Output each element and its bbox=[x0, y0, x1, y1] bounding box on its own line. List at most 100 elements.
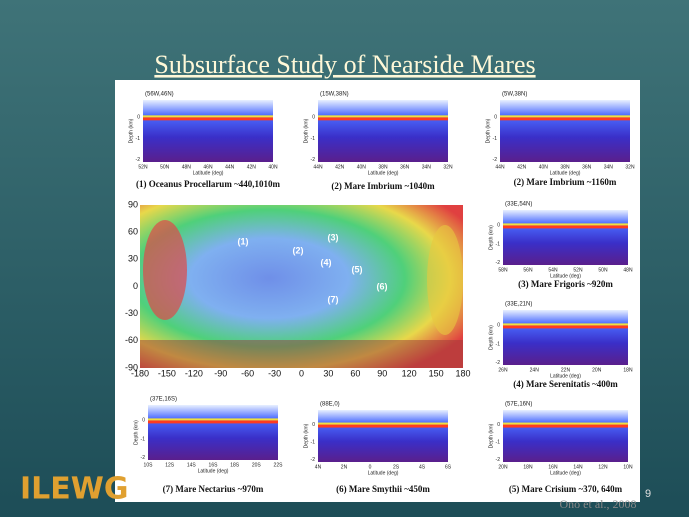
map-region-label: (3) bbox=[328, 232, 339, 242]
y-tick-label: -2 bbox=[311, 157, 316, 163]
radargram bbox=[503, 410, 628, 462]
coord-label: (57E,16N) bbox=[505, 402, 532, 408]
x-tick-label: 2S bbox=[393, 464, 400, 470]
map-y-tick-label: -90 bbox=[125, 362, 138, 372]
map-highlands bbox=[427, 225, 463, 335]
x-tick-label: 4N bbox=[315, 464, 322, 470]
y-tick-label: 0 bbox=[494, 115, 497, 121]
x-axis-label: Latitude (deg) bbox=[550, 273, 581, 279]
y-axis-label: Depth (km) bbox=[303, 118, 309, 143]
y-tick-label: -2 bbox=[311, 457, 316, 463]
x-axis-label: Latitude (deg) bbox=[368, 170, 399, 176]
x-tick-label: 2N bbox=[341, 464, 348, 470]
panel-caption: (5) Mare Crisium ~370, 640m bbox=[509, 484, 623, 494]
map-x-tick-label: -180 bbox=[131, 368, 149, 378]
radargram bbox=[318, 100, 448, 162]
y-tick-label: 0 bbox=[312, 115, 315, 121]
panel-caption: (2) Mare Imbrium ~1040m bbox=[331, 181, 435, 191]
x-tick-label: 22N bbox=[561, 367, 571, 373]
map-x-tick-label: -90 bbox=[214, 368, 227, 378]
x-tick-label: 52N bbox=[573, 267, 583, 273]
surface-echo bbox=[503, 422, 628, 425]
x-tick-label: 42N bbox=[517, 164, 527, 170]
x-tick-label: 50N bbox=[160, 164, 170, 170]
surface-echo bbox=[143, 117, 273, 121]
map-x-tick-label: 0 bbox=[299, 368, 304, 378]
x-tick-label: 50N bbox=[598, 267, 608, 273]
surface-echo bbox=[500, 115, 630, 118]
x-tick-label: 20S bbox=[252, 462, 262, 468]
map-x-tick-label: 180 bbox=[455, 368, 470, 378]
map-y-tick-label: 0 bbox=[133, 281, 138, 291]
x-tick-label: 58N bbox=[498, 267, 508, 273]
panel-caption: (3) Mare Frigoris ~920m bbox=[518, 279, 613, 289]
map-region-label: (7) bbox=[328, 294, 339, 304]
panel-caption: (6) Mare Smythii ~450m bbox=[336, 484, 430, 494]
map-x-tick-label: -60 bbox=[241, 368, 254, 378]
x-tick-label: 16S bbox=[209, 462, 219, 468]
x-tick-label: 12N bbox=[598, 464, 608, 470]
map-region-label: (4) bbox=[321, 257, 332, 267]
x-tick-label: 24N bbox=[530, 367, 540, 373]
map-south bbox=[140, 340, 463, 368]
radargram bbox=[318, 410, 448, 462]
map-x-tick-label: -30 bbox=[268, 368, 281, 378]
y-axis-label: Depth (km) bbox=[488, 423, 494, 448]
map-x-tick-label: 60 bbox=[350, 368, 360, 378]
y-tick-label: -1 bbox=[136, 136, 141, 142]
x-tick-label: 12S bbox=[165, 462, 175, 468]
x-tick-label: 42N bbox=[247, 164, 257, 170]
surface-echo bbox=[503, 323, 628, 326]
x-tick-label: 18N bbox=[523, 464, 533, 470]
x-tick-label: 38N bbox=[378, 164, 388, 170]
y-axis-label: Depth (km) bbox=[485, 118, 491, 143]
x-tick-label: 34N bbox=[604, 164, 614, 170]
surface-echo bbox=[318, 422, 448, 425]
y-axis-label: Depth (km) bbox=[488, 225, 494, 250]
coord-label: (88E,0) bbox=[320, 402, 340, 408]
map-x-tick-label: 90 bbox=[377, 368, 387, 378]
x-tick-label: 42N bbox=[335, 164, 345, 170]
y-axis-label: Depth (km) bbox=[133, 420, 139, 445]
x-tick-label: 38N bbox=[560, 164, 570, 170]
y-tick-label: -2 bbox=[136, 157, 141, 163]
x-tick-label: 44N bbox=[313, 164, 323, 170]
x-tick-label: 46N bbox=[203, 164, 213, 170]
radargram bbox=[148, 405, 278, 460]
y-tick-label: -1 bbox=[311, 440, 316, 446]
map-region-label: (1) bbox=[238, 236, 249, 246]
x-axis-label: Latitude (deg) bbox=[193, 170, 224, 176]
coord-label: (56W,46N) bbox=[145, 92, 174, 98]
x-tick-label: 20N bbox=[592, 367, 602, 373]
x-tick-label: 40N bbox=[357, 164, 367, 170]
x-tick-label: 56N bbox=[523, 267, 533, 273]
surface-echo bbox=[503, 223, 628, 226]
surface-echo bbox=[143, 115, 273, 118]
panel-caption: (1) Oceanus Procellarum ~440,1010m bbox=[136, 179, 280, 189]
y-tick-label: -1 bbox=[311, 136, 316, 142]
x-tick-label: 16N bbox=[548, 464, 558, 470]
radargram bbox=[503, 310, 628, 365]
map-region-label: (6) bbox=[377, 281, 388, 291]
x-tick-label: 22S bbox=[274, 462, 284, 468]
surface-echo bbox=[503, 225, 628, 229]
x-tick-label: 6S bbox=[445, 464, 452, 470]
map-x-tick-label: -150 bbox=[158, 368, 176, 378]
y-tick-label: -1 bbox=[493, 136, 498, 142]
surface-echo bbox=[500, 117, 630, 121]
x-tick-label: 26N bbox=[498, 367, 508, 373]
surface-echo bbox=[318, 117, 448, 121]
y-tick-label: -2 bbox=[496, 457, 501, 463]
y-axis-label: Depth (km) bbox=[488, 325, 494, 350]
map-region-label: (2) bbox=[293, 245, 304, 255]
x-axis-label: Latitude (deg) bbox=[550, 170, 581, 176]
coord-label: (5W,38N) bbox=[502, 92, 527, 98]
surface-echo bbox=[503, 325, 628, 329]
x-tick-label: 14N bbox=[573, 464, 583, 470]
radargram bbox=[143, 100, 273, 162]
y-tick-label: -1 bbox=[496, 440, 501, 446]
y-tick-label: -2 bbox=[141, 455, 146, 461]
coord-label: (33E,21N) bbox=[505, 302, 532, 308]
x-tick-label: 10N bbox=[623, 464, 633, 470]
